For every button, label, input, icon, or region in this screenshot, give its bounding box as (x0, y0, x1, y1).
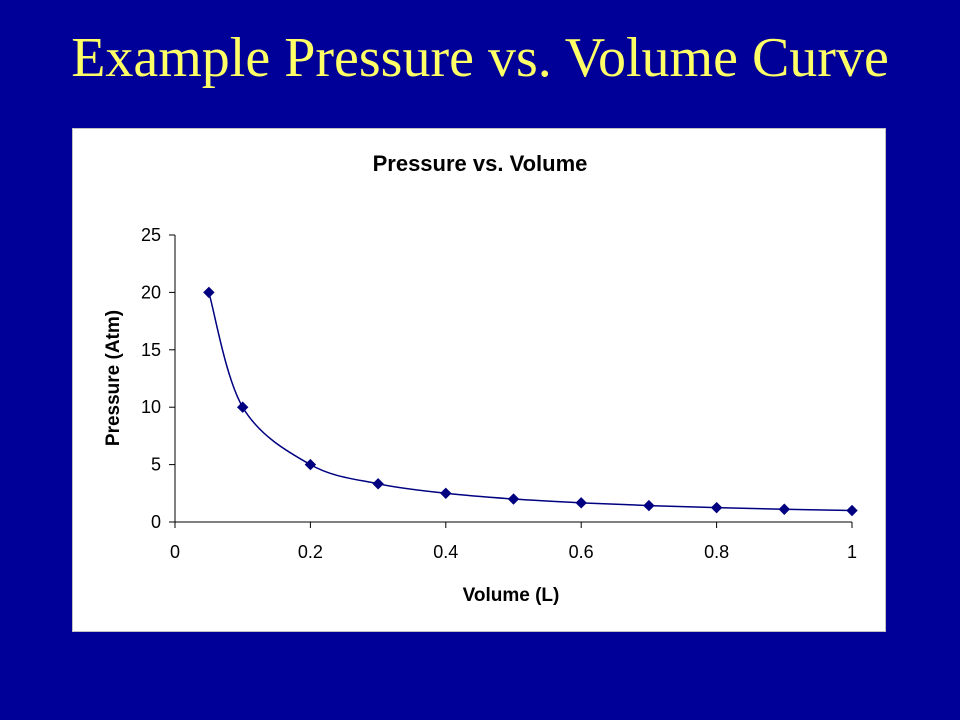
x-tick-label: 1 (847, 542, 857, 562)
data-point-marker (236, 401, 249, 413)
data-point-marker (643, 499, 655, 512)
x-tick-label: 0.4 (433, 542, 458, 562)
data-point-marker (203, 286, 215, 299)
x-tick-labels: 0 0.2 0.4 0.6 0.8 1 (170, 542, 857, 562)
y-tick-label: 0 (151, 512, 161, 532)
data-point-marker (846, 504, 858, 517)
x-tick-label: 0.8 (704, 542, 729, 562)
y-tick-label: 5 (151, 455, 161, 475)
series-curve (208, 292, 853, 512)
data-point-marker (304, 458, 317, 471)
y-axis-title: Pressure (Atm) (103, 310, 124, 446)
chart-title: Pressure vs. Volume (373, 151, 588, 176)
x-tick-label: 0.6 (569, 542, 594, 562)
data-point-marker (710, 501, 723, 514)
data-point-marker (778, 503, 791, 515)
chart-axes (169, 234, 853, 528)
data-point-marker (440, 487, 452, 500)
y-tick-label: 25 (141, 225, 161, 245)
data-point-marker (575, 497, 587, 509)
x-tick-label: 0 (170, 542, 180, 562)
data-point-marker (507, 493, 520, 505)
pressure-volume-chart: Pressure vs. Volume 0 5 10 15 20 25 0 0.2 0.4 0.… (103, 151, 858, 606)
y-tick-labels: 0 5 10 15 20 25 (141, 225, 161, 532)
y-tick-label: 20 (141, 282, 161, 302)
x-tick-label: 0.2 (298, 542, 323, 562)
chart-frame: Pressure vs. Volume 0 5 10 15 20 25 0 0.2 0.4 0.… (72, 128, 886, 632)
x-axis-title: Volume (L) (463, 585, 560, 606)
y-tick-label: 10 (141, 397, 161, 417)
data-point-marker (372, 478, 384, 490)
y-tick-label: 15 (141, 340, 161, 360)
series-markers (203, 286, 858, 517)
slide-title: Example Pressure vs. Volume Curve (71, 27, 889, 89)
